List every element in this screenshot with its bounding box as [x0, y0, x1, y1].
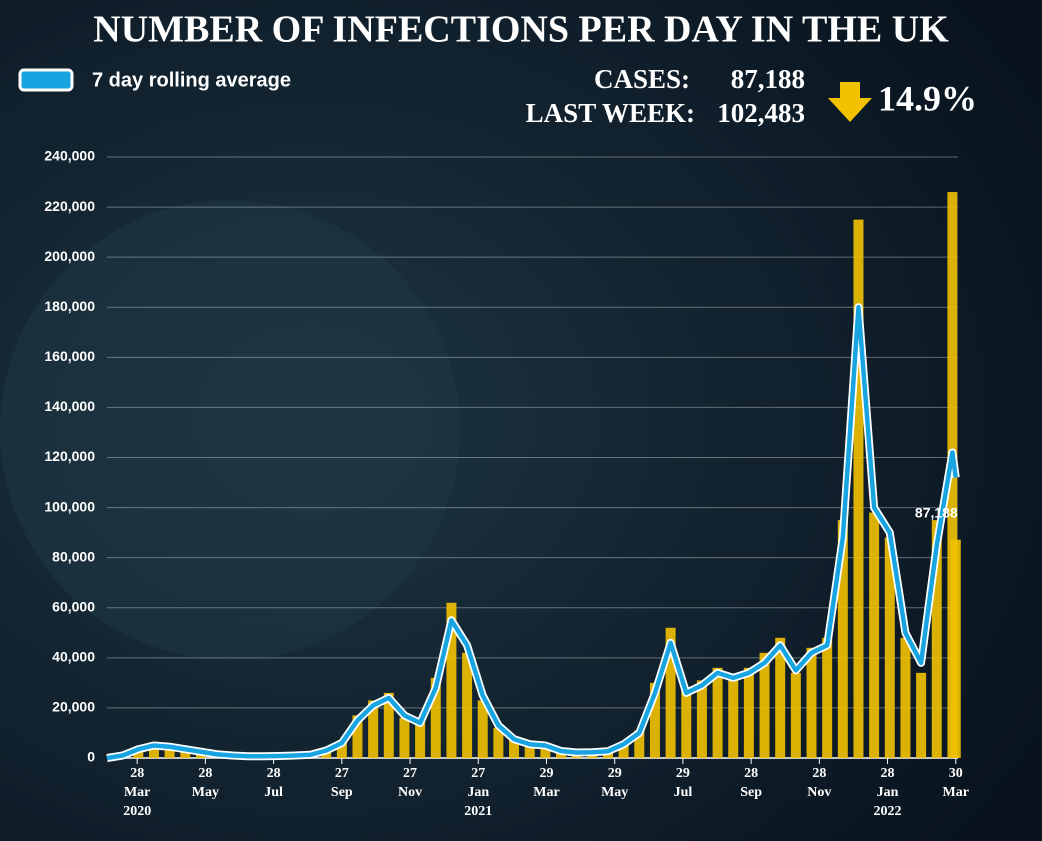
bar: [509, 740, 520, 758]
y-tick-label: 220,000: [44, 198, 95, 214]
x-tick-label: 29 Mar: [533, 766, 559, 800]
legend-swatch: [18, 68, 74, 92]
bar: [164, 745, 175, 758]
bar: [430, 677, 441, 758]
bar: [493, 727, 504, 758]
x-tick-label: 28 May: [192, 766, 219, 800]
x-tick-label: 28 Jan 2022: [874, 766, 902, 819]
bar: [743, 667, 754, 758]
x-tick-label: 28 Nov: [807, 766, 831, 800]
bar: [540, 745, 551, 758]
bar: [790, 672, 801, 758]
stat-value: 102,483: [717, 98, 805, 128]
bar: [775, 637, 786, 758]
bar: [759, 652, 770, 758]
bar: [462, 652, 473, 758]
x-tick-label: 28 Sep: [740, 766, 762, 800]
change-value: 14.9%: [878, 78, 977, 118]
bar: [900, 637, 911, 758]
y-tick-label: 200,000: [44, 248, 95, 264]
bar: [665, 627, 676, 758]
x-tick-label: 27 Jan 2021: [464, 766, 492, 819]
down-arrow: [828, 82, 872, 122]
y-tick-label: 80,000: [52, 548, 95, 564]
bar: [696, 680, 707, 758]
y-tick-label: 60,000: [52, 598, 95, 614]
y-tick-label: 120,000: [44, 448, 95, 464]
bar: [728, 675, 739, 758]
y-tick-label: 100,000: [44, 498, 95, 514]
bar: [884, 537, 895, 758]
y-tick-label: 140,000: [44, 398, 95, 414]
bar: [148, 744, 159, 758]
bar: [618, 742, 629, 758]
bar: [681, 690, 692, 758]
stat-label: LAST WEEK:: [526, 98, 695, 128]
bar: [712, 667, 723, 758]
y-tick-label: 180,000: [44, 298, 95, 314]
virus-shape: [0, 200, 460, 660]
stat-value: 87,188: [731, 64, 805, 94]
bar: [399, 717, 410, 758]
bar: [837, 520, 848, 758]
legend-label: 7 day rolling average: [92, 69, 291, 91]
bar: [853, 219, 864, 758]
chart-title: NUMBER OF INFECTIONS PER DAY IN THE UK: [93, 9, 949, 51]
stat-label: CASES:: [594, 64, 690, 94]
bar: [806, 647, 817, 758]
x-tick-label: 27 Nov: [398, 766, 422, 800]
bar: [352, 715, 363, 758]
bar: [931, 520, 942, 758]
bar: [869, 512, 880, 758]
y-tick-label: 40,000: [52, 649, 95, 665]
x-tick-label: 29 Jul: [674, 766, 693, 800]
bar: [950, 539, 961, 758]
bar: [524, 743, 535, 758]
bar: [649, 682, 660, 758]
y-tick-label: 160,000: [44, 348, 95, 364]
bar: [368, 700, 379, 758]
bar: [916, 672, 927, 758]
bar: [446, 602, 457, 758]
x-tick-label: 28 Jul: [264, 766, 283, 800]
bar: [822, 637, 833, 758]
bar: [383, 692, 394, 758]
x-tick-label: 27 Sep: [331, 766, 353, 800]
line: [106, 305, 958, 761]
annotation: 87,188: [915, 504, 958, 520]
x-tick-label: 29 May: [601, 766, 628, 800]
y-tick-label: 20,000: [52, 699, 95, 715]
bar: [477, 700, 488, 758]
bar: [415, 720, 426, 758]
x-tick-label: 28 Mar 2020: [123, 766, 151, 819]
y-tick-label: 240,000: [44, 148, 95, 164]
bar: [336, 740, 347, 758]
bar: [634, 730, 645, 758]
y-tick-label: 0: [87, 749, 95, 765]
x-tick-label: 30 Mar: [943, 766, 969, 800]
